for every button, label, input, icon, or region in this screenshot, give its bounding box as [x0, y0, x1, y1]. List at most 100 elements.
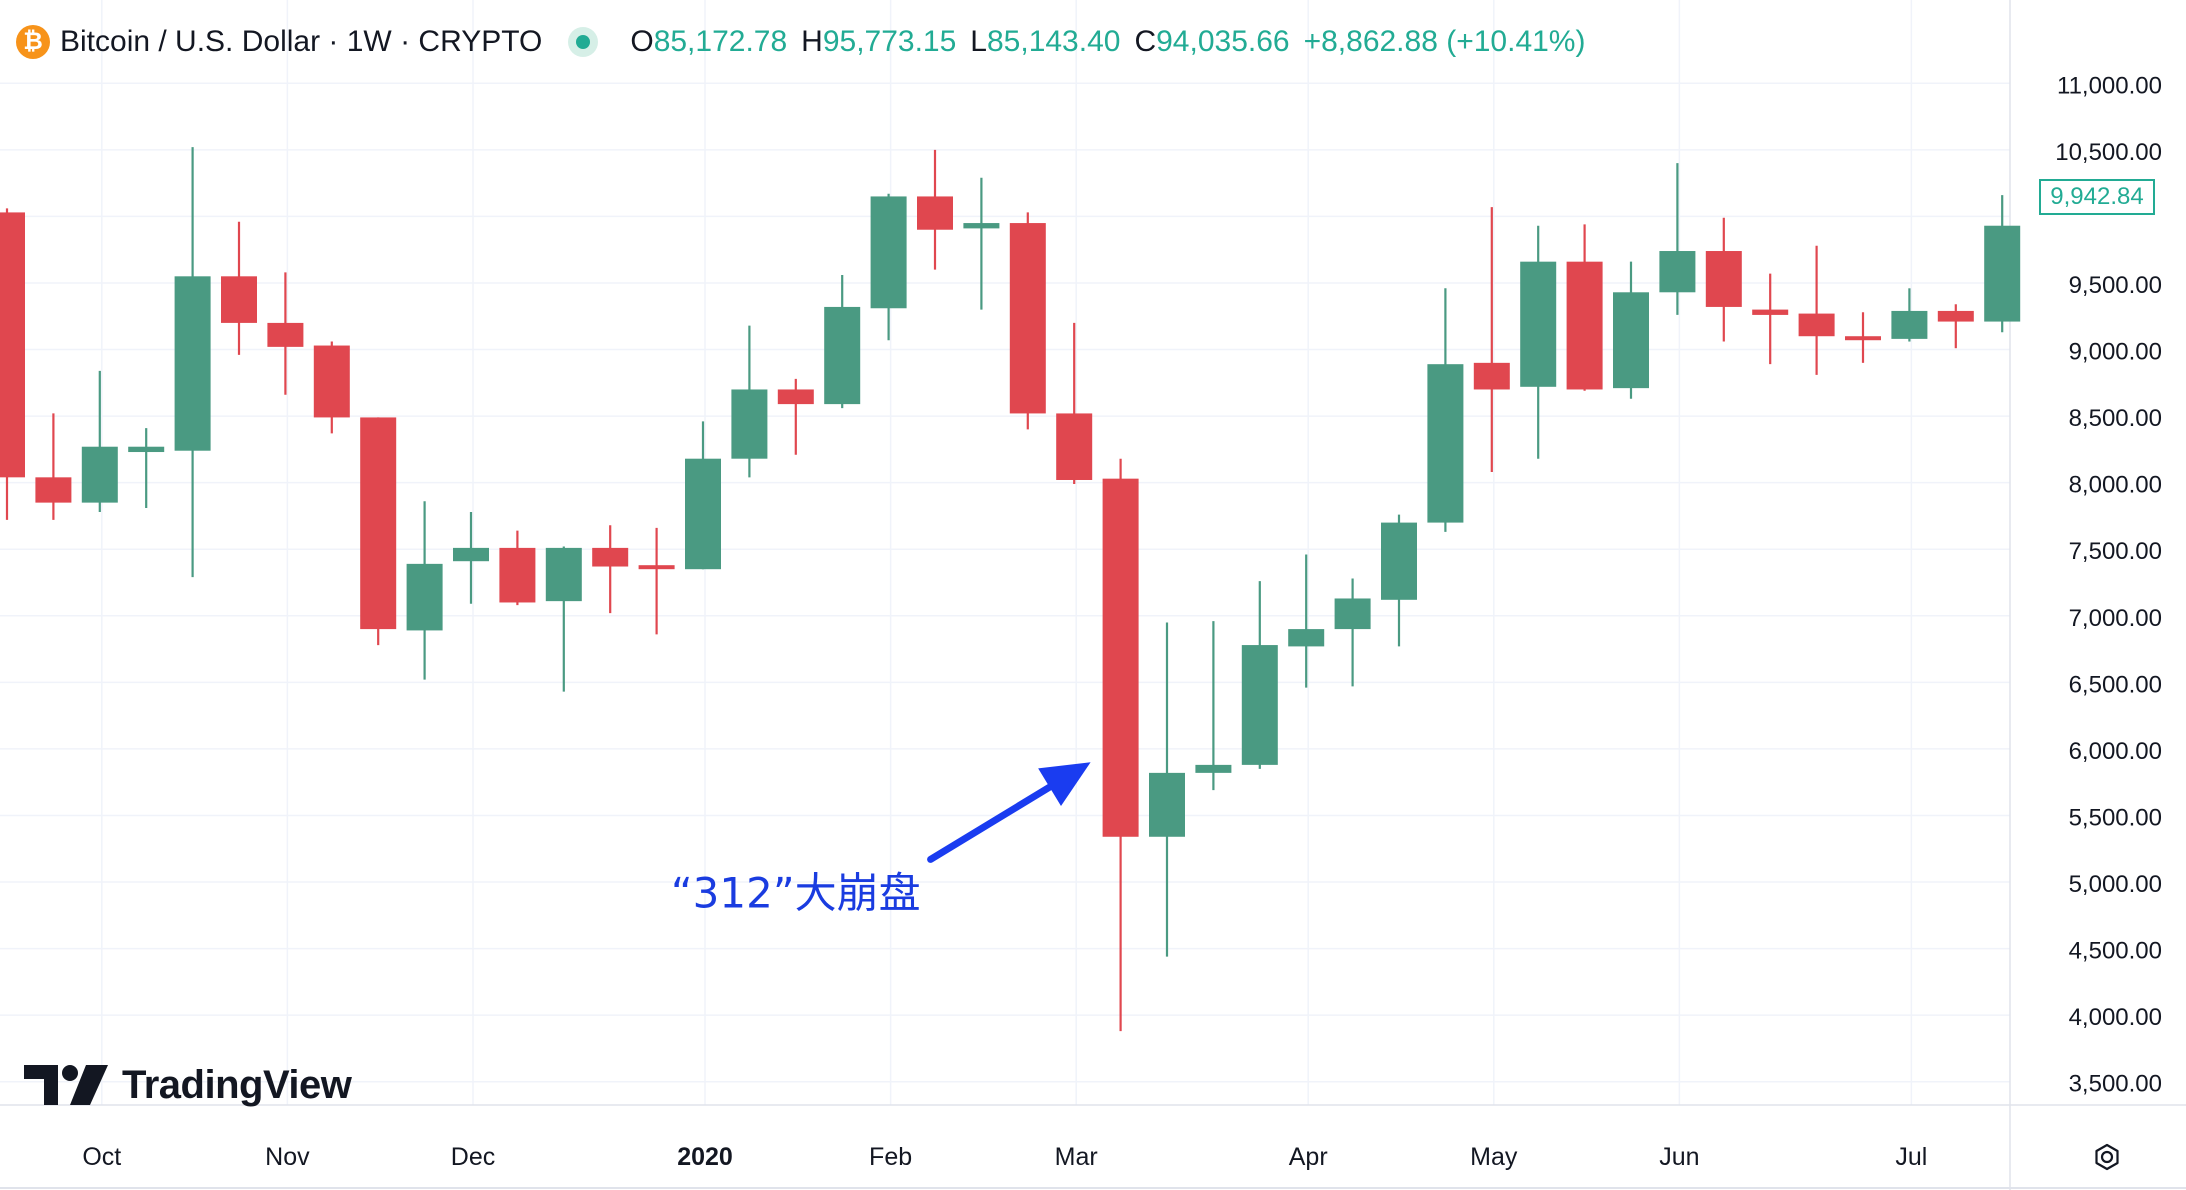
candle-body — [685, 458, 721, 570]
bitcoin-icon: ₿ — [16, 25, 50, 59]
last-price-tag: 9,942.84 — [2039, 179, 2155, 215]
candle-body — [1798, 313, 1835, 337]
high-value: 95,773.15 — [822, 25, 957, 58]
y-tick-label: 7,000.00 — [2069, 605, 2162, 632]
candle-body — [1288, 629, 1325, 647]
y-tick-label: 8,000.00 — [2069, 472, 2162, 499]
tradingview-logo-text: TradingView — [122, 1062, 352, 1107]
x-tick-label: Oct — [82, 1143, 121, 1171]
candle-body — [1381, 522, 1417, 600]
candle-body — [1891, 310, 1928, 339]
candle — [1613, 261, 1649, 399]
y-tick-label: 4,500.00 — [2069, 938, 2162, 965]
candle — [1473, 207, 1510, 473]
candle — [1845, 312, 1881, 363]
candle-body — [1241, 645, 1278, 765]
symbol-title[interactable]: Bitcoin / U.S. Dollar · 1W · CRYPTO — [60, 25, 543, 58]
candle-body — [1566, 261, 1603, 390]
low-label: L — [970, 25, 987, 58]
candle — [1891, 288, 1928, 342]
candle-body — [1195, 764, 1232, 773]
candle — [1752, 273, 1789, 365]
candle — [638, 527, 675, 635]
candle — [1705, 217, 1742, 342]
candle-body — [1009, 223, 1046, 414]
candle-body — [1845, 336, 1881, 341]
y-tick-label: 11,000.00 — [2057, 72, 2162, 99]
candle-body — [1659, 251, 1696, 293]
candle-body — [1752, 309, 1789, 315]
candle — [1102, 458, 1139, 1032]
candle — [499, 530, 536, 606]
candle — [1381, 514, 1417, 647]
candle — [1288, 554, 1325, 688]
x-tick-label: Apr — [1289, 1143, 1328, 1171]
candle — [406, 501, 443, 680]
tradingview-logo-icon — [24, 1065, 108, 1105]
candle-body — [917, 196, 953, 230]
candle-body — [0, 212, 25, 478]
candle — [1195, 621, 1232, 791]
candle — [267, 272, 304, 395]
candle — [221, 221, 257, 355]
candle-body — [824, 306, 861, 405]
symbol-legend: ₿ Bitcoin / U.S. Dollar · 1W · CRYPTO O … — [16, 20, 1599, 64]
candle — [1984, 195, 2021, 333]
tradingview-logo[interactable]: TradingView — [24, 1060, 352, 1110]
x-tick-label: 2020 — [677, 1143, 733, 1171]
candle-body — [545, 547, 582, 602]
y-tick-label: 10,500.00 — [2055, 139, 2162, 166]
candle — [1334, 578, 1371, 687]
annotation: “312”大崩盘 — [671, 762, 1091, 917]
candle — [545, 546, 582, 692]
gear-icon[interactable] — [2090, 1140, 2124, 1174]
market-status-icon[interactable] — [568, 27, 599, 57]
candle — [453, 511, 489, 604]
candle — [824, 274, 861, 409]
candle — [917, 149, 953, 270]
candle-body — [453, 547, 489, 562]
change-value: +8,862.88 (+10.41%) — [1303, 25, 1586, 58]
candle — [1149, 622, 1185, 957]
candle — [1241, 581, 1278, 769]
candle-body — [406, 563, 443, 631]
candle — [731, 325, 768, 478]
candle — [35, 413, 72, 520]
candle-body — [1984, 225, 2021, 322]
grid — [0, 0, 2010, 1105]
y-tick-label: 7,500.00 — [2069, 538, 2162, 565]
y-tick-label: 9,000.00 — [2069, 339, 2162, 366]
high-label: H — [801, 25, 823, 58]
candle-body — [81, 446, 118, 503]
y-tick-label: 5,000.00 — [2069, 871, 2162, 898]
annotation-arrow-head — [1038, 762, 1091, 806]
y-tick-label: 5,500.00 — [2069, 804, 2162, 831]
x-tick-label: Jul — [1895, 1143, 1927, 1171]
candle-body — [1102, 478, 1139, 837]
annotation-label: “312”大崩盘 — [671, 868, 921, 917]
candle-body — [1613, 292, 1649, 389]
y-tick-label: 3,500.00 — [2069, 1071, 2162, 1098]
candle-body — [963, 223, 1000, 229]
candle — [1520, 225, 1557, 459]
candle — [0, 208, 25, 520]
candle — [777, 378, 814, 455]
candle-body — [870, 196, 907, 309]
candle-body — [638, 565, 675, 570]
candle-body — [499, 547, 536, 603]
candle — [1798, 245, 1835, 375]
candle-body — [221, 276, 257, 323]
candle — [685, 421, 721, 570]
candle-body — [731, 389, 768, 459]
candle-body — [592, 547, 629, 567]
candle-body — [1149, 772, 1185, 837]
candle — [128, 428, 165, 508]
candle-body — [174, 276, 211, 451]
candle-body — [360, 417, 397, 630]
x-tick-label: Mar — [1055, 1143, 1098, 1171]
y-tick-label: 6,500.00 — [2069, 671, 2162, 698]
y-tick-label: 9,500.00 — [2069, 272, 2162, 299]
